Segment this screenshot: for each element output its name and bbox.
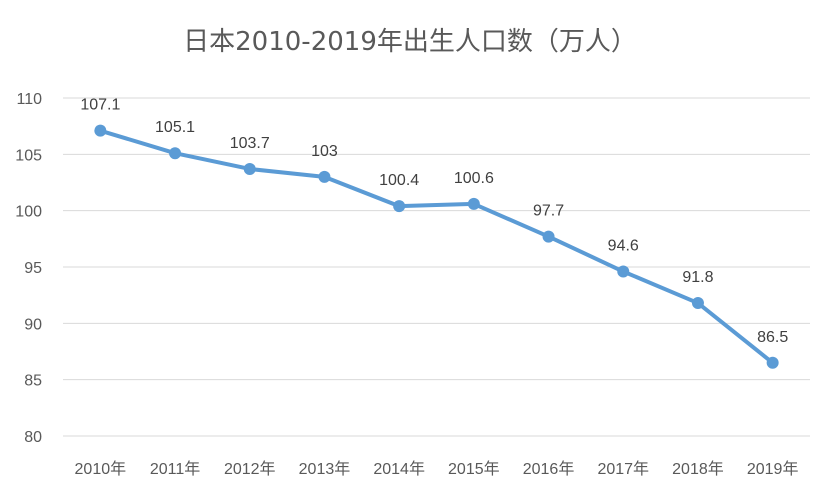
x-tick-label: 2019年 bbox=[747, 460, 799, 478]
data-point bbox=[766, 356, 779, 369]
data-point bbox=[393, 200, 406, 213]
y-tick-label: 90 bbox=[24, 316, 42, 333]
data-labels: 107.1 105.1 103.7 103 100.4 100.6 97.7 94.6 91.8… bbox=[80, 97, 788, 346]
data-point bbox=[542, 230, 555, 243]
data-label: 105.1 bbox=[155, 119, 195, 136]
data-label: 107.1 bbox=[80, 97, 120, 114]
y-tick-label: 100 bbox=[15, 204, 42, 221]
x-tick-label: 2012年 bbox=[224, 460, 276, 478]
y-tick-label: 80 bbox=[24, 429, 42, 446]
x-tick-label: 2018年 bbox=[672, 460, 724, 478]
x-tick-label: 2015年 bbox=[448, 460, 500, 478]
series-line bbox=[98, 128, 775, 365]
data-label: 100.6 bbox=[454, 170, 494, 187]
x-tick-label: 2014年 bbox=[373, 460, 425, 478]
data-label: 103 bbox=[311, 143, 338, 160]
data-point bbox=[243, 162, 256, 175]
data-point bbox=[691, 297, 704, 310]
data-point bbox=[617, 265, 630, 278]
y-tick-label: 85 bbox=[24, 373, 42, 390]
y-tick-label: 110 bbox=[16, 91, 42, 108]
data-label: 86.5 bbox=[757, 329, 788, 346]
y-axis-ticks: 80 85 90 95 100 105 110 bbox=[15, 91, 42, 446]
x-tick-label: 2016年 bbox=[523, 460, 575, 478]
x-axis-ticks: 2010年 2011年 2012年 2013年 2014年 2015年 2016年 2017年… bbox=[75, 460, 799, 478]
x-tick-label: 2011年 bbox=[150, 460, 200, 478]
data-label: 100.4 bbox=[379, 172, 419, 189]
x-tick-label: 2017年 bbox=[597, 460, 649, 478]
x-tick-label: 2013年 bbox=[299, 460, 351, 478]
y-tick-label: 95 bbox=[24, 260, 42, 277]
series-birth-count bbox=[94, 124, 779, 369]
data-point bbox=[94, 124, 107, 137]
data-label: 103.7 bbox=[230, 135, 270, 152]
data-point bbox=[169, 147, 182, 160]
data-label: 91.8 bbox=[682, 269, 713, 286]
chart-title: 日本2010-2019年出生人口数（万人） bbox=[183, 27, 637, 57]
y-tick-label: 105 bbox=[15, 147, 42, 164]
data-label: 94.6 bbox=[608, 238, 639, 255]
data-label: 97.7 bbox=[533, 203, 564, 220]
data-point bbox=[467, 197, 480, 210]
data-point bbox=[318, 170, 331, 183]
x-tick-label: 2010年 bbox=[75, 460, 127, 478]
